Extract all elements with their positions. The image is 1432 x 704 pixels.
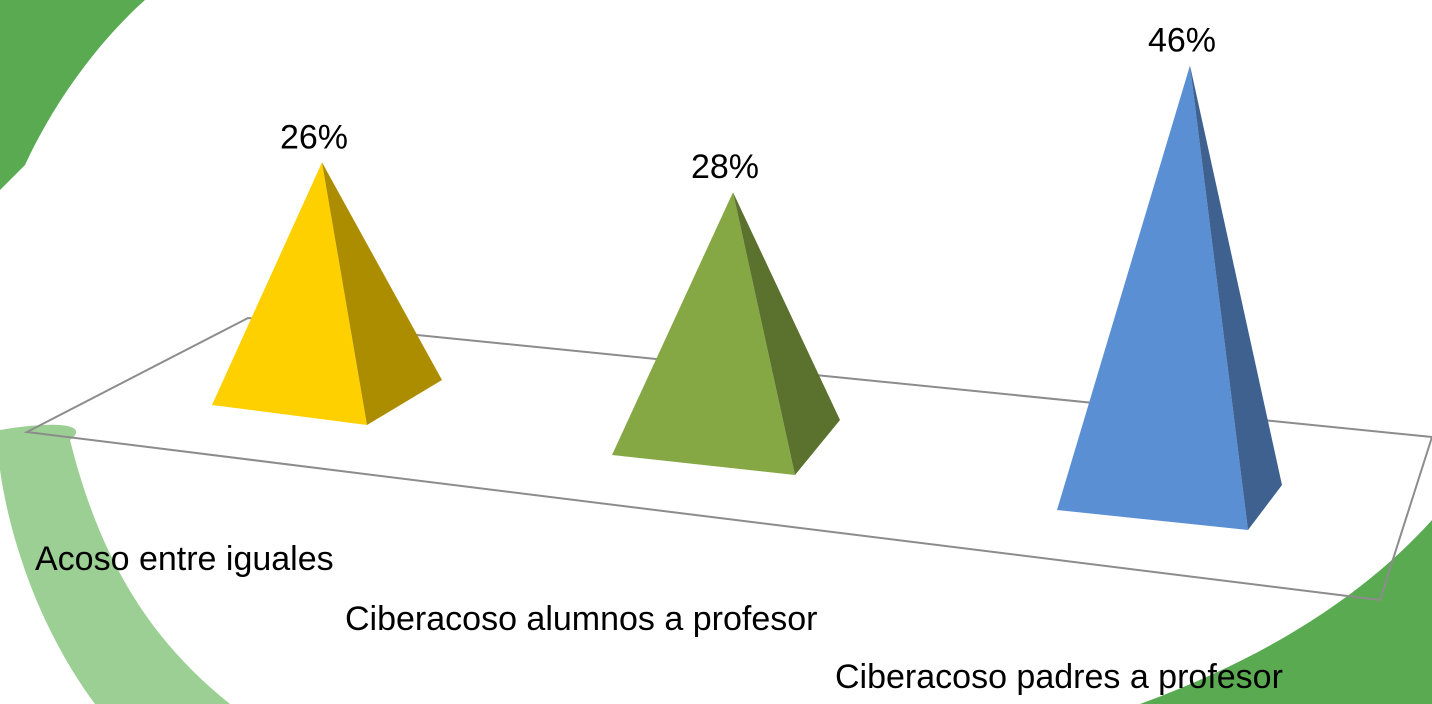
floor: [23, 316, 1432, 602]
data-label: 28%: [691, 148, 759, 186]
pyramid-side-face: [1190, 65, 1282, 531]
category-label: Acoso entre iguales: [35, 540, 334, 578]
plot: [212, 65, 1282, 531]
background-decoration: [1140, 520, 1432, 704]
data-label: 46%: [1148, 21, 1216, 59]
pyramid-side-face: [322, 162, 442, 425]
category-label: Ciberacoso alumnos a profesor: [345, 600, 817, 638]
pyramid: [212, 162, 442, 425]
pyramid: [1057, 65, 1282, 531]
data-label: 26%: [280, 118, 348, 156]
pyramid-front-face: [612, 192, 795, 475]
pyramid: [612, 192, 840, 475]
pyramid-front-face: [1057, 65, 1248, 531]
category-label: Ciberacoso padres a profesor: [835, 658, 1283, 696]
pyramid-front-face: [212, 162, 367, 425]
background-decoration: [0, 424, 230, 704]
pyramid-side-face: [733, 192, 840, 475]
background-decoration: [0, 0, 145, 190]
